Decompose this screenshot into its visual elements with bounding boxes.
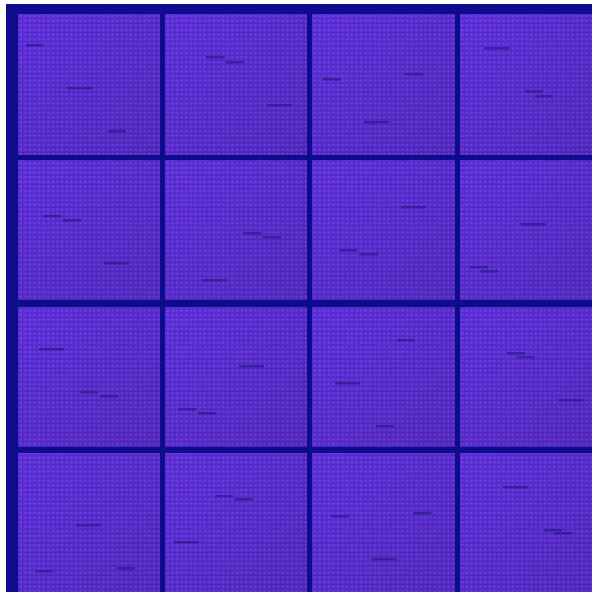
block-shade (165, 160, 307, 300)
dark-spot-row (263, 236, 281, 239)
dark-spot-row (198, 412, 216, 415)
block-shade (460, 307, 592, 447)
block-shade (18, 160, 160, 300)
dark-spot-row (174, 541, 199, 544)
dark-spot-row (76, 524, 101, 527)
dark-spot-row (35, 570, 53, 573)
dark-spot-row (544, 529, 562, 532)
dark-spot-row (376, 425, 394, 428)
block-shade (460, 453, 592, 592)
dark-spot-row (517, 356, 535, 359)
dark-spot-row (235, 498, 253, 501)
dark-spot-row (80, 391, 98, 394)
dark-spot-row (108, 130, 126, 133)
dark-spot-row (39, 348, 64, 351)
dark-spot-row (243, 232, 261, 235)
dark-spot-row (267, 104, 292, 107)
dark-spot-row (507, 352, 525, 355)
block-shade (312, 14, 455, 155)
dark-spot-row (554, 532, 572, 535)
dark-spot-row (484, 47, 509, 50)
block-shade (165, 453, 307, 592)
page: (() => { JSON.parse(document.getElementB… (0, 0, 594, 596)
block-shade (460, 160, 592, 300)
dark-spot-row (413, 512, 431, 515)
dark-spot-row (206, 56, 224, 59)
dark-spot-row (480, 270, 498, 273)
dark-spot-row (405, 73, 423, 76)
dark-spot-row (226, 61, 244, 64)
dark-spot-row (323, 78, 341, 81)
dark-spot-row (67, 87, 92, 90)
dark-spot-row (117, 567, 135, 570)
dark-spot-row (104, 262, 129, 265)
block-shade (18, 307, 160, 447)
dark-spot-row (372, 558, 397, 561)
dark-spot-row (26, 44, 44, 47)
block-shade (18, 14, 160, 155)
block-shade (165, 307, 307, 447)
dark-spot-row (525, 90, 543, 93)
dark-spot-row (331, 515, 349, 518)
dark-spot-row (397, 339, 415, 342)
dark-spot-row (202, 279, 227, 282)
dark-spot-row (100, 395, 118, 398)
block-shade (312, 160, 455, 300)
block-shade (312, 453, 455, 592)
block-shade (165, 14, 307, 155)
dark-spot-row (335, 382, 360, 385)
microarray-image (0, 0, 594, 596)
dark-spot-row (339, 249, 357, 252)
dark-spot-row (178, 408, 196, 411)
dark-spot-row (43, 215, 61, 218)
dark-spot-row (470, 266, 488, 269)
dark-spot-row (239, 365, 264, 368)
dark-spot-row (215, 495, 233, 498)
dark-spot-row (364, 121, 389, 124)
dark-spot-row (63, 219, 81, 222)
dark-spot-row (360, 253, 378, 256)
dark-spot-row (535, 95, 553, 98)
block-shade (460, 14, 592, 155)
dark-spot-row (521, 223, 546, 226)
dark-spot-row (558, 399, 583, 402)
dark-spot-row (503, 486, 528, 489)
dark-spot-row (401, 206, 426, 209)
